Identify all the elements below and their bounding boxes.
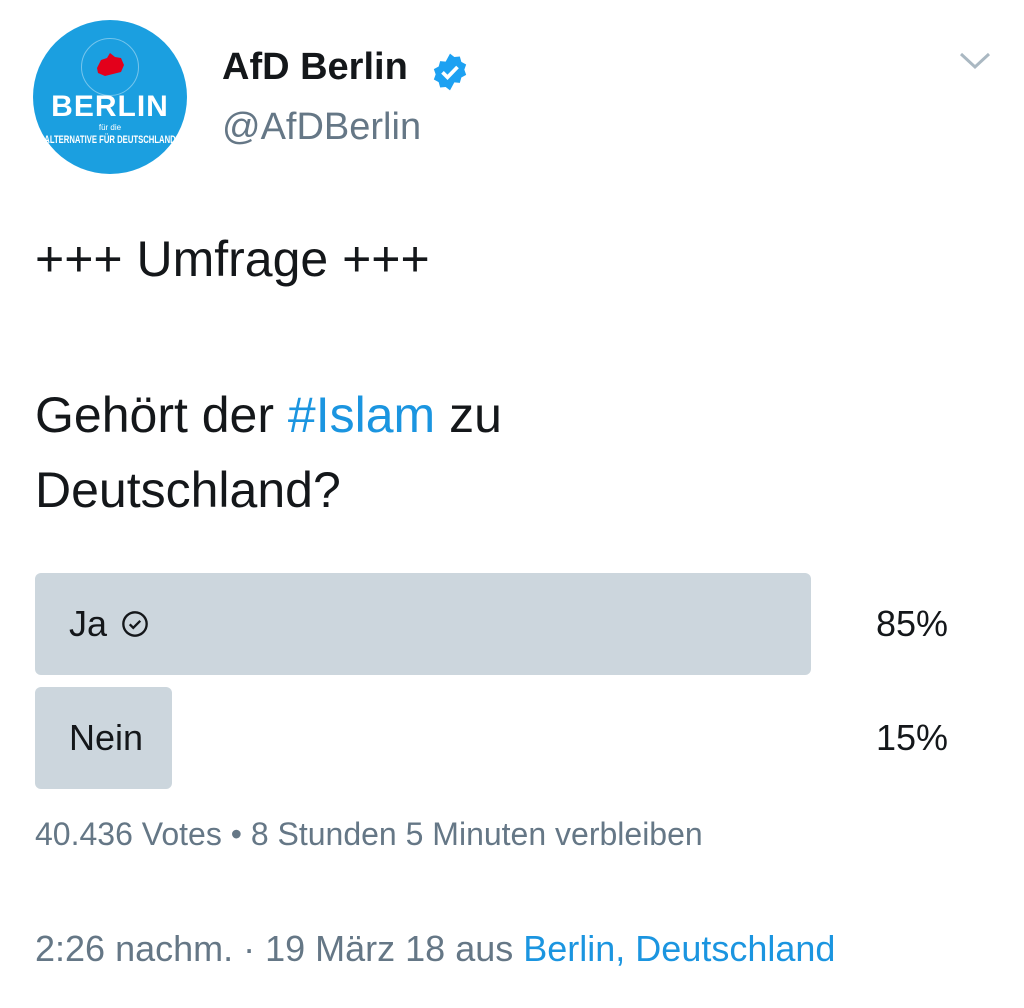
poll-option-nein[interactable]: Nein 15%: [35, 687, 948, 789]
avatar-sub: für die: [98, 123, 122, 132]
avatar-title: BERLIN: [51, 90, 169, 123]
timestamp-text: 2:26 nachm. · 19 März 18 aus: [35, 928, 524, 969]
poll-percent: 85%: [875, 603, 948, 644]
poll-option-label: Nein: [69, 717, 144, 758]
poll-meta: 40.436 Votes • 8 Stunden 5 Minuten verbl…: [35, 816, 703, 853]
separator: •: [221, 816, 251, 852]
check-circle-icon: [122, 611, 148, 637]
tweet-question: Gehört der #Islam zu Deutschland?: [35, 378, 735, 528]
location-link[interactable]: Berlin, Deutschland: [523, 928, 836, 969]
vote-count: 40.436 Votes: [35, 816, 222, 852]
berlin-map-icon: [97, 53, 124, 76]
avatar-ring: [81, 38, 139, 96]
tweet-timestamp: 2:26 nachm. · 19 März 18 aus Berlin, Deu…: [35, 928, 835, 970]
author-name[interactable]: AfD Berlin: [222, 46, 408, 88]
poll-bar: [35, 687, 172, 789]
hashtag-link[interactable]: #Islam: [287, 387, 436, 443]
chevron-down-icon[interactable]: [958, 50, 992, 72]
poll-percent: 15%: [875, 717, 948, 758]
author-handle[interactable]: @AfDBerlin: [222, 106, 422, 148]
tweet-line1: +++ Umfrage +++: [35, 231, 430, 287]
avatar[interactable]: BERLIN für die ALTERNATIVE FÜR DEUTSCHLA…: [33, 20, 187, 174]
verified-badge-icon: [433, 53, 467, 91]
time-remaining: 8 Stunden 5 Minuten verbleiben: [250, 816, 703, 852]
question-text: Gehört der: [35, 387, 288, 443]
poll-option-label: Ja: [69, 603, 108, 644]
poll-option-ja[interactable]: Ja 85%: [35, 573, 948, 675]
avatar-caption: ALTERNATIVE FÜR DEUTSCHLAND: [44, 134, 176, 146]
question-text-end: zu Deutschland?: [35, 387, 502, 518]
poll-bar: [35, 573, 812, 675]
